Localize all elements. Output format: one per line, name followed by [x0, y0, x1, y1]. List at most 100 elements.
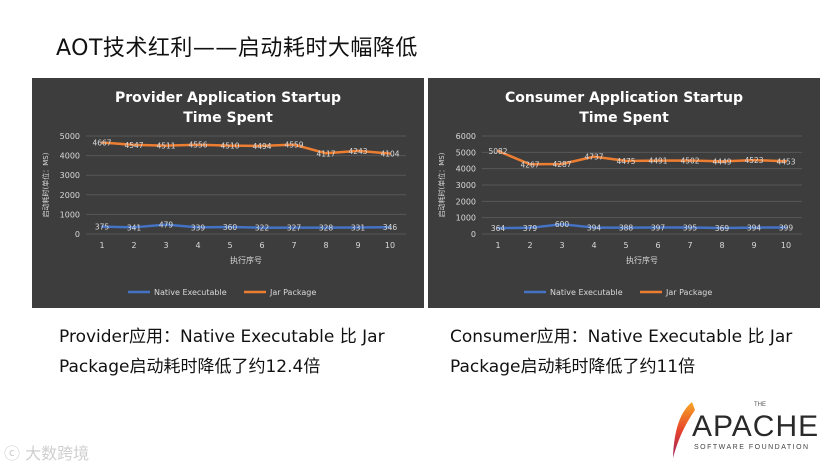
consumer-ytick-label: 6000 [456, 132, 476, 141]
provider-series0-point [228, 225, 232, 229]
consumer-ytick-label: 2000 [456, 197, 476, 206]
consumer-series0-point [752, 226, 756, 229]
provider-xtick-label: 6 [259, 241, 264, 250]
consumer-legend-label: Native Executable [550, 288, 623, 297]
consumer-series1-point [496, 149, 500, 153]
provider-caption: Provider应用：Native Executable 比 Jar Packa… [59, 327, 385, 377]
provider-data-label: 4511 [156, 142, 175, 151]
consumer-chart-title: Consumer Application Startup Time Spent [505, 90, 743, 126]
provider-data-label: 327 [287, 224, 302, 233]
consumer-xtick-label: 4 [591, 241, 596, 250]
consumer-series1-point [720, 160, 724, 163]
provider-xtick-label: 4 [195, 241, 200, 250]
consumer-ytick-label: 5000 [456, 148, 476, 157]
consumer-data-label: 4287 [552, 160, 571, 169]
consumer-data-label: 5082 [488, 147, 507, 156]
consumer-data-label: 4475 [616, 157, 635, 166]
provider-data-label: 339 [191, 223, 206, 232]
consumer-ytick-label: 1000 [456, 214, 476, 223]
provider-x-axis-label: 执行序号 [230, 255, 262, 265]
consumer-data-label: 395 [683, 224, 698, 233]
provider-ytick-label: 3000 [60, 171, 80, 180]
consumer-data-label: 379 [523, 224, 538, 233]
consumer-series0-point [688, 226, 692, 229]
provider-series0-point [100, 225, 104, 228]
consumer-xtick-label: 1 [495, 241, 500, 250]
provider-series1-point [356, 149, 360, 153]
consumer-ytick-label: 4000 [456, 165, 476, 174]
provider-data-label: 375 [95, 223, 110, 232]
provider-ytick-label: 1000 [60, 210, 80, 219]
provider-chart-panel: Provider Application Startup Time Spent 0 1… [32, 78, 424, 308]
consumer-data-label: 399 [779, 223, 794, 232]
provider-data-label: 346 [383, 223, 398, 232]
apache-the: THE [754, 402, 766, 408]
consumer-xtick-label: 9 [751, 241, 756, 250]
consumer-data-label: 394 [747, 224, 762, 233]
consumer-ytick-label: 3000 [456, 181, 476, 190]
provider-legend-label: Jar Package [269, 288, 316, 297]
consumer-x-axis-label: 执行序号 [626, 255, 658, 265]
consumer-y-axis-label: 启动耗时(单位：MS) [437, 152, 446, 217]
consumer-series0-point [656, 226, 660, 229]
consumer-series0-point [784, 226, 788, 229]
provider-series1-point [388, 152, 392, 155]
provider-xtick-label: 1 [99, 241, 104, 250]
consumer-xtick-label: 6 [655, 241, 660, 250]
consumer-series0-point [592, 226, 596, 229]
consumer-series-line-1 [497, 149, 787, 166]
consumer-data-label: 4523 [744, 156, 763, 165]
provider-xtick-label: 10 [385, 241, 395, 250]
consumer-startup-chart: Consumer Application Startup Time Spent 0 1… [437, 90, 802, 297]
consumer-data-label: 4491 [648, 157, 667, 166]
provider-series0-point [260, 226, 264, 229]
provider-series1-point [100, 141, 104, 144]
consumer-xtick-label: 3 [559, 241, 564, 250]
consumer-xtick-label: 8 [719, 241, 724, 250]
provider-legend-label: Native Executable [154, 288, 227, 297]
provider-series1-point [228, 144, 232, 147]
consumer-series-line-0 [497, 222, 787, 230]
consumer-series1-point [688, 159, 692, 162]
consumer-series1-point [784, 160, 788, 163]
provider-startup-chart: Provider Application Startup Time Spent 0 1… [41, 90, 406, 297]
provider-series1-point [324, 152, 328, 155]
consumer-series1-point [528, 163, 532, 166]
watermark: ⓒ 大数跨境 [4, 440, 89, 464]
provider-series0-point [196, 226, 200, 229]
watermark-logo-icon: ⓒ [4, 444, 21, 463]
provider-ytick-label: 2000 [60, 191, 80, 200]
provider-xtick-label: 5 [227, 241, 232, 250]
provider-series0-point [132, 226, 136, 229]
provider-series1-point [292, 143, 296, 146]
provider-data-label: 4510 [220, 142, 239, 151]
provider-xtick-label: 3 [163, 241, 168, 250]
provider-series-line-1 [101, 141, 391, 155]
consumer-data-label: 388 [619, 224, 634, 233]
provider-data-label: 322 [255, 224, 270, 233]
consumer-data-label: 4267 [520, 160, 539, 169]
provider-ytick-label: 4000 [60, 152, 80, 161]
consumer-series0-point [528, 226, 532, 230]
provider-chart-title: Provider Application Startup Time Spent [115, 90, 341, 126]
consumer-data-label: 364 [491, 224, 506, 233]
consumer-xtick-label: 2 [527, 241, 532, 250]
provider-data-label: 328 [319, 224, 334, 233]
consumer-data-label: 4453 [776, 157, 795, 166]
consumer-data-label: 394 [587, 224, 602, 233]
consumer-series0-point [720, 226, 724, 230]
provider-series0-point [292, 226, 296, 229]
provider-series0-point [164, 223, 168, 226]
provider-data-label: 4667 [92, 139, 111, 148]
provider-data-label: 4547 [124, 141, 143, 150]
consumer-series0-point [560, 223, 564, 226]
consumer-series0-point [496, 226, 500, 230]
provider-xtick-label: 7 [291, 241, 296, 250]
provider-ytick-label: 5000 [60, 132, 80, 141]
provider-data-label: 4117 [316, 149, 335, 158]
consumer-data-label: 4449 [712, 157, 731, 166]
apache-name: APACHE [692, 410, 820, 443]
consumer-chart-panel: Consumer Application Startup Time Spent 0 1… [428, 78, 820, 308]
provider-series0-point [356, 226, 360, 229]
provider-series1-point [196, 143, 200, 146]
